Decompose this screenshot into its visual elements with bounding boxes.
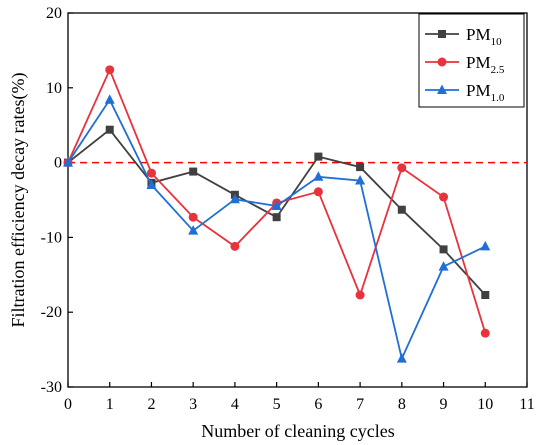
y-tick-label: -10 — [41, 229, 62, 246]
y-tick-label: 20 — [46, 5, 62, 22]
x-tick-label: 5 — [273, 396, 281, 413]
x-tick-label: 3 — [189, 396, 197, 413]
data-point — [439, 245, 448, 254]
legend-item: PM10 — [425, 25, 502, 48]
data-point — [356, 163, 365, 172]
data-point — [439, 192, 449, 202]
data-point — [272, 213, 281, 222]
x-tick-label: 10 — [477, 396, 493, 413]
x-tick-label: 0 — [64, 396, 72, 413]
x-tick-label: 7 — [356, 396, 364, 413]
data-point — [188, 212, 198, 222]
data-point — [397, 205, 406, 214]
data-point — [313, 187, 323, 197]
legend-label: PM1.0 — [466, 81, 505, 104]
data-point — [105, 125, 114, 134]
data-point — [480, 240, 491, 251]
data-point — [104, 94, 115, 104]
x-tick-label: 6 — [314, 396, 322, 413]
legend-marker — [438, 30, 446, 38]
data-point — [397, 163, 407, 173]
legend-box — [418, 13, 525, 108]
y-axis-label: Filtration efficiency decay rates(%) — [8, 72, 29, 327]
data-point — [146, 179, 157, 190]
data-point — [63, 157, 73, 167]
legend-marker — [437, 84, 447, 94]
x-tick-label: 8 — [398, 396, 406, 413]
data-point — [189, 167, 198, 176]
data-point — [355, 175, 366, 185]
data-point — [314, 152, 323, 161]
y-tick-label: 10 — [46, 80, 62, 97]
data-point — [355, 290, 365, 300]
x-tick-label: 9 — [440, 396, 448, 413]
series-pm10 — [64, 125, 490, 299]
data-point — [229, 193, 240, 204]
x-tick-label: 11 — [519, 396, 534, 413]
x-tick-label: 4 — [231, 396, 239, 413]
data-point — [105, 65, 115, 75]
series-line — [67, 128, 486, 296]
legend-item: PM1.0 — [425, 81, 505, 104]
data-point — [396, 353, 407, 363]
data-point — [271, 200, 282, 210]
data-point — [230, 241, 240, 251]
data-point — [481, 290, 490, 299]
x-axis-label: Number of cleaning cycles — [201, 421, 394, 441]
series-pm10 — [63, 94, 491, 363]
legend-marker — [437, 57, 447, 67]
y-tick-label: -20 — [41, 304, 62, 321]
y-tick-label: -30 — [41, 379, 62, 396]
x-tick-label: 2 — [147, 396, 155, 413]
plot-frame — [67, 12, 528, 388]
x-tick-label: 1 — [106, 396, 114, 413]
legend-label: PM10 — [466, 25, 502, 48]
legend-item: PM2.5 — [425, 53, 505, 76]
data-point — [480, 328, 490, 338]
y-tick-label: 0 — [54, 155, 62, 172]
data-point — [438, 261, 449, 271]
data-point — [313, 171, 324, 181]
data-point — [146, 168, 156, 178]
data-point — [188, 225, 199, 235]
legend-label: PM2.5 — [466, 53, 505, 76]
